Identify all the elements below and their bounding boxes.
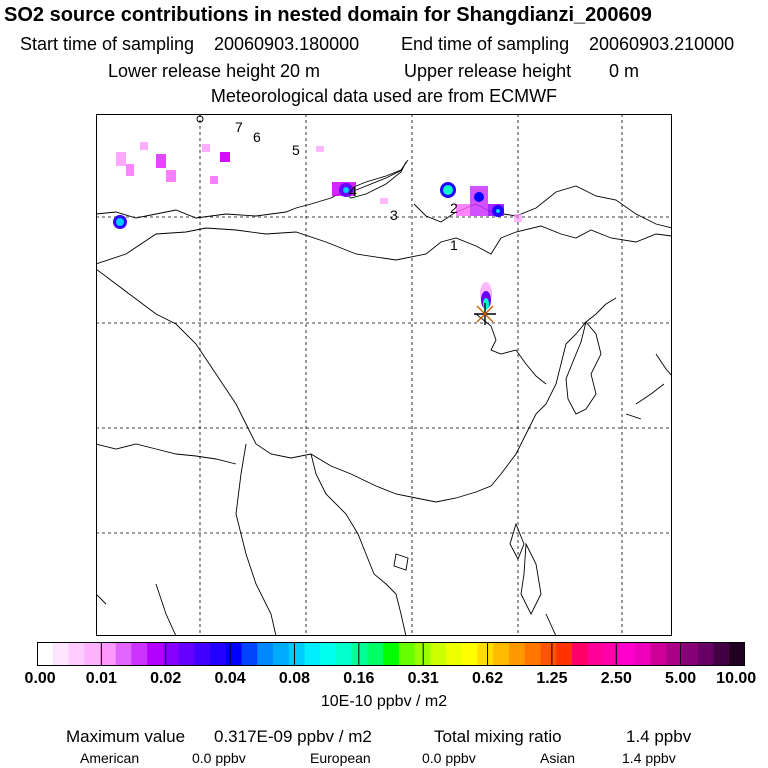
colorbar-cell: [304, 642, 321, 666]
colorbar-cell: [131, 642, 148, 666]
map-panel: 7 6 5 4 3 2 1: [96, 114, 672, 636]
lat-lon-grid: [96, 114, 672, 636]
upper-release-value: 0 m: [609, 61, 640, 81]
colorbar-cell: [351, 642, 368, 666]
colorbar-cell: [571, 642, 589, 666]
colorbar-cell: [556, 642, 573, 666]
colorbar-cell: [713, 642, 730, 666]
hour-label-1: 1: [450, 237, 458, 253]
lower-release-value: 20 m: [280, 61, 321, 81]
coastlines-and-borders: [96, 159, 672, 636]
plume-footprint: [113, 142, 522, 310]
met-data-source: Meteorological data used are from ECMWF: [210, 86, 558, 106]
colorbar-cell: [225, 642, 243, 666]
end-time-value: 20060903.210000: [589, 34, 735, 54]
colorbar: [37, 642, 745, 666]
colorbar-tick-label: 2.50: [600, 670, 632, 687]
colorbar-cell: [320, 642, 337, 666]
colorbar-cell: [634, 642, 652, 666]
colorbar-cell: [335, 642, 353, 666]
asian-label: Asian: [540, 750, 576, 766]
colorbar-tick-label: 0.04: [214, 670, 246, 687]
european-value: 0.0 ppbv: [422, 750, 476, 766]
colorbar-cell: [540, 642, 557, 666]
total-mixing-label: Total mixing ratio: [434, 727, 562, 746]
colorbar-cell: [162, 642, 180, 666]
colorbar-cell: [241, 642, 258, 666]
lower-release-label: Lower release height: [108, 61, 276, 81]
colorbar-tick-label: 0.02: [150, 670, 182, 687]
colorbar-cell: [446, 642, 463, 666]
colorbar-cell: [68, 642, 85, 666]
colorbar-cell: [194, 642, 211, 666]
hour-label-7: 7: [235, 119, 243, 135]
upper-release-label: Upper release height: [404, 61, 572, 81]
total-mixing-value: 1.4 ppbv: [626, 727, 692, 746]
colorbar-cell: [697, 642, 715, 666]
colorbar-cell: [493, 642, 510, 666]
hour-label-3: 3: [390, 207, 398, 223]
hour-labels: 7 6 5 4 3 2 1: [235, 119, 458, 253]
start-time-label: Start time of sampling: [20, 34, 195, 54]
hour-label-2: 2: [450, 200, 458, 216]
colorbar-cell: [509, 642, 526, 666]
colorbar-cell: [273, 642, 290, 666]
colorbar-cell: [84, 642, 101, 666]
colorbar-cell: [650, 642, 667, 666]
colorbar-tick-label: 10.00: [716, 670, 757, 687]
colorbar-cell: [603, 642, 620, 666]
colorbar-cell: [619, 642, 636, 666]
colorbar-tick-label: 0.62: [471, 670, 504, 687]
start-time-value: 20060903.180000: [214, 34, 360, 54]
colorbar-cell: [52, 642, 69, 666]
colorbar-cell: [430, 642, 447, 666]
trajectory-start-circle: [196, 115, 204, 123]
plot-title: SO2 source contributions in nested domai…: [4, 4, 652, 26]
american-label: American: [80, 750, 140, 766]
end-time-label: End time of sampling: [401, 34, 570, 54]
hour-label-6: 6: [253, 129, 261, 145]
colorbar-cell: [288, 642, 305, 666]
colorbar-cell: [477, 642, 494, 666]
hour-label-5: 5: [292, 142, 300, 158]
colorbar-cell: [524, 642, 541, 666]
colorbar-tick-label: 1.25: [536, 670, 568, 687]
colorbar-tick-label: 0.16: [343, 670, 375, 687]
colorbar-tick-label: 0.01: [85, 670, 117, 687]
colorbar-cell: [587, 642, 604, 666]
european-label: European: [310, 750, 371, 766]
colorbar-cell: [99, 642, 117, 666]
colorbar-cell: [666, 642, 683, 666]
hour-label-4: 4: [349, 183, 357, 199]
colorbar-tick-label: 5.00: [665, 670, 697, 687]
max-value-label: Maximum value: [66, 727, 186, 746]
max-value: 0.317E-09 ppbv / m2: [214, 727, 372, 746]
colorbar-cell: [210, 642, 227, 666]
colorbar-cell: [729, 642, 745, 666]
colorbar-units: 10E-10 ppbv / m2: [320, 693, 448, 710]
colorbar-cell: [37, 642, 54, 666]
colorbar-cell: [383, 642, 400, 666]
colorbar-cell: [115, 642, 132, 666]
colorbar-cell: [682, 642, 699, 666]
colorbar-cell: [147, 642, 164, 666]
colorbar-tick-label: 0.00: [24, 670, 56, 687]
map-frame: [96, 114, 672, 636]
american-value: 0.0 ppbv: [192, 750, 246, 766]
colorbar-cell: [367, 642, 384, 666]
colorbar-cell: [461, 642, 479, 666]
colorbar-cell: [398, 642, 416, 666]
receptor-star-marker: [474, 303, 496, 325]
colorbar-cell: [178, 642, 195, 666]
colorbar-tick-label: 0.08: [278, 670, 311, 687]
colorbar-cell: [257, 642, 274, 666]
asian-value: 1.4 ppbv: [622, 750, 676, 766]
colorbar-tick-label: 0.31: [407, 670, 439, 687]
